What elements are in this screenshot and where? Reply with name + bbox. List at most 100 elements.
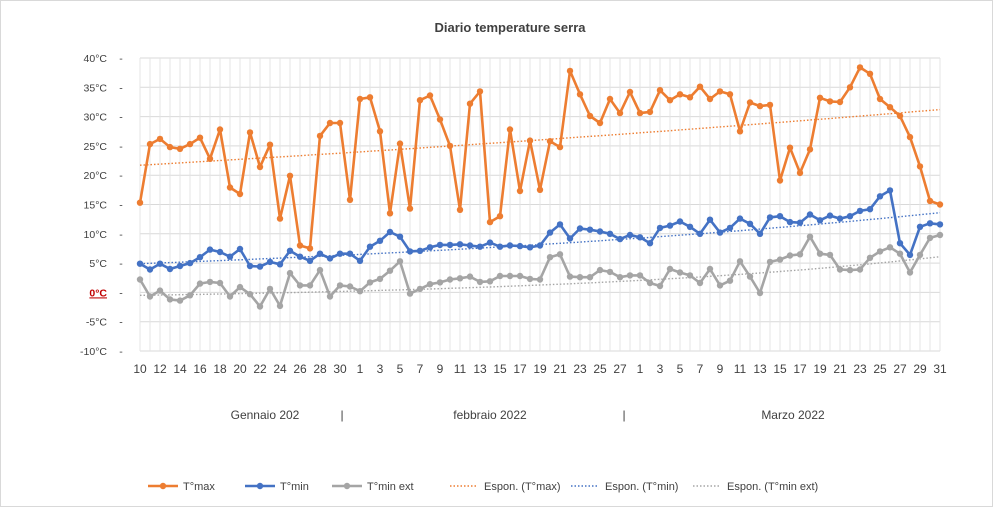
- data-point: [856, 266, 864, 273]
- data-point: [376, 128, 384, 135]
- data-point: [836, 266, 844, 273]
- y-tick-label: 0°C: [89, 287, 107, 299]
- data-point: [166, 143, 174, 151]
- data-point: [386, 267, 394, 274]
- data-point: [656, 224, 664, 232]
- data-point: [496, 272, 504, 280]
- data-point: [916, 251, 924, 259]
- y-tick-dash: -: [119, 258, 123, 270]
- data-point: [596, 228, 604, 235]
- data-point: [506, 242, 514, 249]
- x-tick-label: 31: [933, 362, 947, 376]
- data-point: [206, 278, 214, 286]
- x-tick-label: 15: [493, 362, 507, 376]
- legend-label: T°min: [280, 481, 309, 493]
- data-point: [396, 258, 404, 265]
- data-point: [626, 88, 634, 96]
- data-point: [336, 250, 344, 257]
- data-point: [906, 269, 914, 276]
- y-tick-label: 35°C: [84, 82, 108, 94]
- data-point: [786, 144, 794, 151]
- y-tick-label: 5°C: [89, 258, 107, 270]
- data-point: [146, 140, 154, 148]
- data-point: [606, 95, 614, 103]
- data-point: [236, 245, 244, 253]
- data-point: [576, 91, 584, 98]
- x-tick-label: 15: [773, 362, 787, 376]
- data-point: [806, 211, 814, 218]
- x-tick-label: 27: [893, 362, 907, 376]
- data-point: [416, 247, 424, 254]
- data-point: [266, 285, 274, 293]
- data-point: [296, 282, 304, 289]
- data-point: [176, 297, 184, 304]
- x-tick-label: 20: [233, 362, 247, 376]
- data-point: [546, 254, 554, 261]
- y-tick-dash: -: [119, 141, 123, 153]
- x-tick-label: 11: [454, 362, 467, 376]
- data-point: [466, 242, 474, 249]
- x-tick-label: 1: [357, 362, 364, 376]
- data-point: [756, 102, 764, 110]
- data-point: [646, 240, 654, 247]
- data-point: [256, 303, 264, 310]
- x-tick-label: 22: [253, 362, 267, 376]
- data-point: [276, 261, 284, 268]
- data-point: [606, 268, 614, 276]
- data-point: [526, 275, 534, 283]
- data-point: [786, 252, 794, 259]
- data-point: [796, 251, 804, 258]
- data-point: [626, 231, 634, 239]
- data-point: [296, 253, 304, 260]
- data-point: [536, 186, 544, 193]
- data-point: [706, 216, 714, 223]
- x-tick-label: 5: [397, 362, 404, 376]
- y-tick-dash: -: [119, 112, 123, 124]
- data-point: [476, 278, 484, 286]
- data-point: [186, 259, 194, 267]
- data-point: [886, 244, 894, 251]
- data-point: [616, 274, 624, 281]
- data-point: [266, 258, 274, 266]
- data-point: [616, 235, 624, 243]
- data-point: [696, 279, 704, 287]
- x-tick-label: 1: [637, 362, 644, 376]
- data-point: [276, 302, 284, 310]
- data-point: [696, 230, 704, 237]
- data-point: [146, 266, 154, 273]
- data-point: [346, 196, 354, 203]
- data-point: [406, 205, 414, 212]
- series-layer: [136, 64, 944, 310]
- data-point: [286, 172, 294, 179]
- data-point: [766, 101, 774, 109]
- data-point: [486, 239, 494, 246]
- data-point: [636, 234, 644, 241]
- data-point: [666, 265, 674, 273]
- x-tick-label: 17: [513, 362, 527, 376]
- legend-marker: [159, 482, 167, 490]
- data-point: [396, 233, 404, 240]
- y-tick-dash: -: [119, 317, 123, 329]
- data-point: [216, 279, 224, 287]
- data-point: [496, 243, 504, 250]
- data-point: [286, 247, 294, 254]
- data-point: [246, 291, 254, 298]
- data-point: [426, 92, 434, 99]
- data-point: [266, 141, 274, 148]
- data-point: [686, 223, 694, 230]
- data-point: [726, 277, 734, 284]
- data-point: [756, 230, 764, 237]
- legend-label: T°max: [183, 481, 215, 493]
- data-point: [146, 293, 154, 300]
- data-point: [566, 235, 574, 242]
- data-point: [326, 255, 334, 262]
- data-point: [396, 140, 404, 147]
- data-point: [846, 84, 854, 91]
- data-point: [466, 100, 474, 107]
- x-tick-label: 18: [213, 362, 227, 376]
- data-point: [636, 272, 644, 279]
- y-tick-label: 30°C: [84, 112, 108, 124]
- data-point: [656, 87, 664, 94]
- x-tick-label: 28: [313, 362, 327, 376]
- data-point: [436, 116, 444, 123]
